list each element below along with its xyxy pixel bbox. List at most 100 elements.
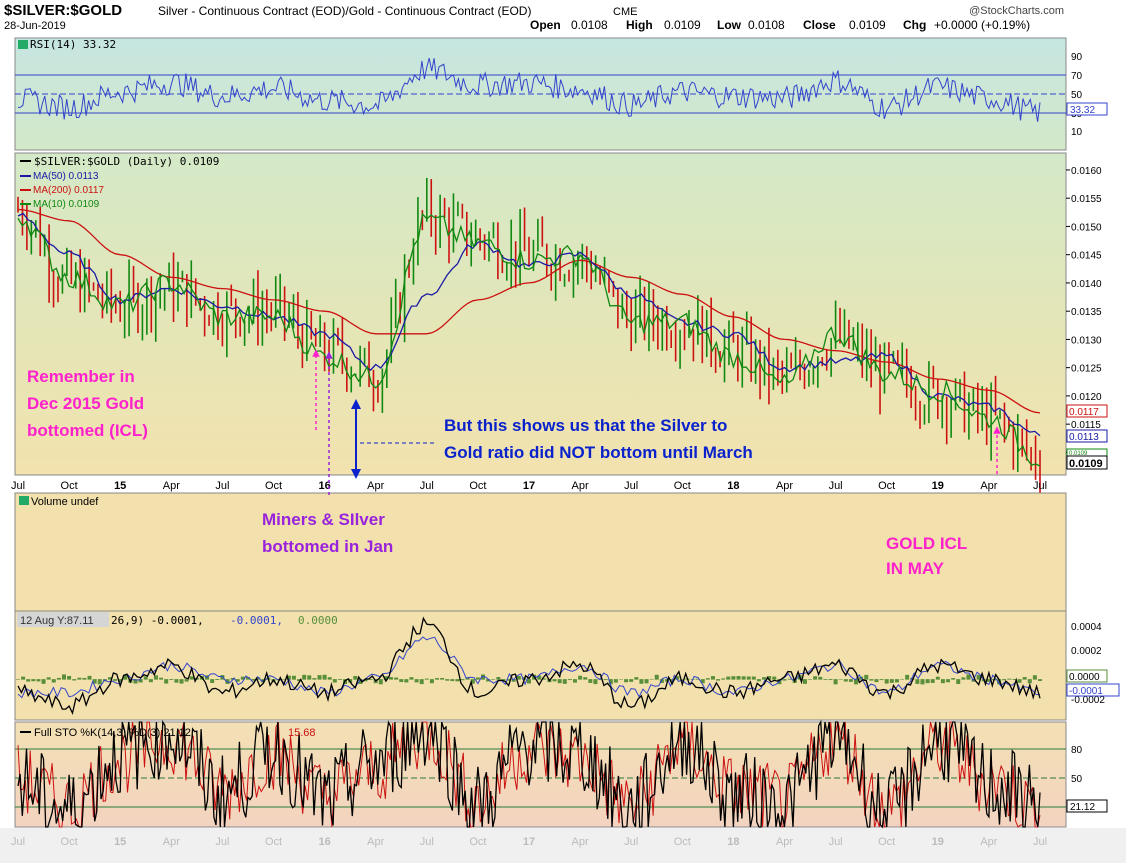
x-axis-label: Apr (776, 836, 793, 848)
annotation-remember-2: Dec 2015 Gold (27, 394, 144, 413)
macd-tag-value: 0.0000 (1069, 672, 1100, 683)
macd-hist-bar (210, 679, 215, 683)
macd-hist-bar (986, 679, 991, 682)
macd-hist-bar (148, 679, 153, 683)
macd-hist-bar (889, 679, 894, 683)
macd-hist-bar (169, 679, 174, 681)
macd-hist-bar (813, 676, 818, 680)
ma50-tag-value: 0.0113 (1069, 432, 1099, 443)
macd-hist-bar (915, 679, 920, 684)
x-axis-label: Jul (829, 480, 843, 492)
x-axis-label: Jul (420, 836, 434, 848)
x-axis-label: Apr (572, 480, 589, 492)
macd-hist-bar (327, 677, 332, 680)
chart-header: $SILVER:$GOLD Silver - Continuous Contra… (4, 2, 1064, 32)
macd-hist-bar (787, 678, 792, 680)
macd-hist-bar (961, 677, 966, 680)
macd-hist-bar (629, 679, 634, 682)
macd-hist-bar (61, 674, 66, 680)
sto-tick-50: 50 (1071, 774, 1083, 785)
x-axis-label: Oct (878, 480, 895, 492)
rsi-series-line (17, 57, 1041, 122)
x-axis-label: Jul (1033, 480, 1047, 492)
macd-hist-bar (951, 678, 956, 680)
x-axis-label: Oct (61, 836, 78, 848)
macd-hist-bar (113, 679, 118, 681)
macd-hist-bar (215, 679, 220, 681)
macd-hist-bar (41, 679, 46, 684)
macd-hist-bar (307, 675, 312, 680)
chg-value: +0.0000 (+0.19%) (934, 18, 1030, 32)
macd-hist-bar (153, 675, 158, 680)
price-tick-label: 0.0155 (1071, 194, 1102, 205)
price-panel-bg (14, 152, 1067, 476)
macd-hist-bar (404, 679, 409, 683)
macd-legend-c: 0.0000 (298, 614, 338, 627)
sto-current-value: 21.12 (1070, 802, 1095, 813)
macd-hist-bar (721, 678, 726, 680)
macd-tick-3: -0.0002 (1071, 695, 1105, 706)
x-axis-label: Oct (674, 836, 691, 848)
macd-hist-bar (429, 679, 434, 684)
x-axis-label: Jul (624, 480, 638, 492)
macd-hist-bar (874, 679, 879, 683)
macd-hist-bar (394, 677, 399, 680)
annotation-goldicl-2: IN MAY (886, 559, 945, 578)
close-value: 0.0109 (849, 18, 886, 32)
rsi-tick-10: 10 (1071, 127, 1083, 138)
macd-hist-bar (67, 675, 72, 680)
macd-hist-bar (879, 679, 884, 681)
macd-hist-bar (251, 679, 256, 681)
macd-hist-bar (363, 679, 368, 682)
x-axis-label: 19 (932, 836, 944, 848)
macd-hist-bar (465, 677, 470, 680)
macd-hist-bar (588, 679, 593, 683)
price-axis: 0.0160 0.0155 0.0150 0.0145 0.0140 0.0135 0.01… (1066, 166, 1102, 459)
x-axis-label: 19 (932, 480, 944, 492)
macd-hist-bar (496, 677, 501, 680)
macd-hist-bar (77, 677, 82, 680)
ma10-legend: MA(10) 0.0109 (33, 199, 100, 210)
x-axis-label: Jul (829, 836, 843, 848)
open-value: 0.0108 (571, 18, 608, 32)
macd-hist-bar (107, 677, 112, 680)
high-label: High (626, 18, 653, 32)
macd-hist-bar (164, 679, 169, 684)
macd-tick-1: 0.0002 (1071, 646, 1102, 657)
price-tick-label: 0.0125 (1071, 364, 1102, 375)
x-axis-label: Jul (624, 836, 638, 848)
macd-hist-bar (700, 679, 705, 684)
macd-hist-bar (966, 674, 971, 680)
price-tick-label: 0.0115 (1071, 420, 1101, 431)
macd-hist-bar (230, 677, 235, 680)
macd-hist-bar (16, 679, 20, 680)
macd-hist-bar (618, 679, 623, 680)
rsi-legend-icon (18, 40, 28, 49)
macd-hist-bar (281, 679, 286, 680)
ma200-tag-value: 0.0117 (1069, 407, 1099, 418)
macd-hist-bar (572, 679, 577, 683)
macd-hist-bar (1012, 679, 1017, 680)
macd-hist-bar (368, 679, 373, 680)
sto-legend-b: 15.68 (288, 727, 316, 739)
macd-hist-bar (123, 674, 128, 680)
macd-hist-bar (1002, 679, 1007, 681)
macd-hist-bar (220, 675, 225, 680)
low-value: 0.0108 (748, 18, 785, 32)
macd-hist-bar (72, 679, 77, 681)
macd-hist-bar (527, 679, 531, 684)
macd-hist-bar (358, 679, 363, 684)
macd-hist-bar (562, 679, 567, 684)
macd-hist-bar (1007, 678, 1012, 680)
rsi-panel: RSI(14) 33.32 90 70 50 30 10 33.32 (14, 37, 1108, 151)
x-axis-label: Apr (163, 480, 180, 492)
macd-hist-bar (419, 679, 424, 685)
macd-hist-bar (506, 679, 511, 681)
macd-panel: 12 Aug Y:87.11 26,9) -0.0001, -0.0001, 0… (14, 610, 1120, 721)
annotation-but-2: Gold ratio did NOT bottom until March (444, 443, 753, 462)
x-axis-label: 17 (523, 836, 535, 848)
macd-hist-bar (624, 679, 629, 683)
macd-hist-bar (302, 674, 307, 680)
x-axis-label: Jul (1033, 836, 1047, 848)
ma10-tag-value: 0.0109 (1069, 451, 1088, 457)
